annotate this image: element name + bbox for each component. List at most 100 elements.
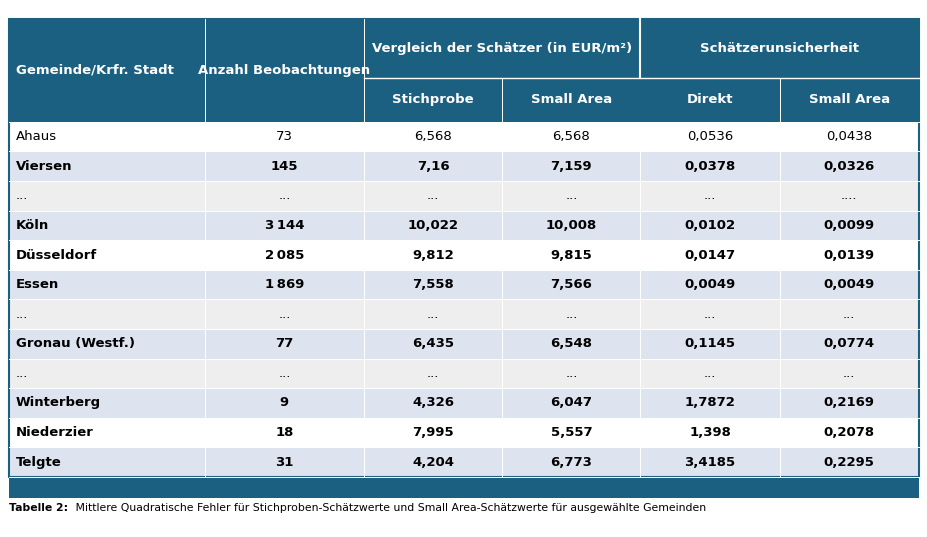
Text: ...: ... xyxy=(426,190,438,202)
Text: 6,047: 6,047 xyxy=(550,396,591,409)
Bar xyxy=(205,300,363,329)
Bar xyxy=(640,418,779,447)
Bar xyxy=(502,418,640,447)
Text: 0,2295: 0,2295 xyxy=(823,455,873,469)
Text: Small Area: Small Area xyxy=(530,93,611,106)
Text: 9: 9 xyxy=(280,396,288,409)
Bar xyxy=(502,122,640,151)
Text: 10,022: 10,022 xyxy=(407,219,458,232)
Bar xyxy=(779,300,918,329)
Text: 0,0139: 0,0139 xyxy=(822,249,874,262)
Bar xyxy=(9,181,205,211)
Bar xyxy=(205,181,363,211)
Bar xyxy=(363,418,502,447)
Bar xyxy=(9,329,205,359)
Text: Anzahl Beobachtungen: Anzahl Beobachtungen xyxy=(198,64,370,77)
Bar xyxy=(502,240,640,270)
Bar xyxy=(779,151,918,181)
Bar xyxy=(640,240,779,270)
Text: 6,548: 6,548 xyxy=(550,337,591,350)
Bar xyxy=(502,300,640,329)
Text: 0,0099: 0,0099 xyxy=(822,219,874,232)
Bar xyxy=(640,151,779,181)
Bar xyxy=(640,329,779,359)
Text: ...: ... xyxy=(278,367,290,380)
Bar xyxy=(779,388,918,418)
Bar xyxy=(363,300,502,329)
Text: 7,16: 7,16 xyxy=(416,160,449,173)
Bar xyxy=(9,19,205,122)
Text: 0,1145: 0,1145 xyxy=(684,337,735,350)
Bar xyxy=(363,122,502,151)
Bar xyxy=(363,181,502,211)
Bar xyxy=(502,447,640,477)
Bar xyxy=(205,211,363,240)
Bar xyxy=(502,151,640,181)
Bar xyxy=(205,418,363,447)
Text: 4,326: 4,326 xyxy=(412,396,453,409)
Bar xyxy=(363,359,502,388)
Text: 2 085: 2 085 xyxy=(264,249,304,262)
Bar xyxy=(9,19,918,477)
Bar xyxy=(205,151,363,181)
Text: Niederzier: Niederzier xyxy=(16,426,94,439)
Text: 1 869: 1 869 xyxy=(264,278,304,291)
Bar xyxy=(205,240,363,270)
Text: 7,566: 7,566 xyxy=(550,278,591,291)
Bar xyxy=(640,122,779,151)
Text: 6,435: 6,435 xyxy=(412,337,453,350)
Bar xyxy=(640,300,779,329)
Text: ...: ... xyxy=(842,308,855,321)
Text: 0,0438: 0,0438 xyxy=(825,130,871,143)
Bar xyxy=(363,78,502,122)
Text: Gronau (Westf.): Gronau (Westf.) xyxy=(16,337,134,350)
Text: 9,815: 9,815 xyxy=(550,249,591,262)
Bar xyxy=(9,418,205,447)
Text: Düsseldorf: Düsseldorf xyxy=(16,249,97,262)
Bar xyxy=(640,388,779,418)
Text: 5,557: 5,557 xyxy=(550,426,591,439)
Text: Mittlere Quadratische Fehler für Stichproben-Schätzwerte und Small Area-Schätzwe: Mittlere Quadratische Fehler für Stichpr… xyxy=(72,503,705,513)
Text: 9,812: 9,812 xyxy=(412,249,453,262)
Text: ...: ... xyxy=(16,308,28,321)
Text: 0,0378: 0,0378 xyxy=(683,160,735,173)
Bar xyxy=(205,447,363,477)
Bar xyxy=(363,240,502,270)
Bar xyxy=(9,211,205,240)
Text: 73: 73 xyxy=(275,130,293,143)
Bar xyxy=(779,359,918,388)
Text: ...: ... xyxy=(703,308,716,321)
Text: Vergleich der Schätzer (in EUR/m²): Vergleich der Schätzer (in EUR/m²) xyxy=(372,42,631,55)
Bar xyxy=(9,240,205,270)
Bar xyxy=(640,270,779,300)
Text: 10,008: 10,008 xyxy=(545,219,596,232)
Text: 0,0049: 0,0049 xyxy=(683,278,735,291)
Bar xyxy=(363,447,502,477)
Bar xyxy=(640,447,779,477)
Text: ...: ... xyxy=(565,308,577,321)
Text: ...: ... xyxy=(16,367,28,380)
Text: ...: ... xyxy=(426,308,438,321)
Text: 31: 31 xyxy=(275,455,293,469)
Text: ....: .... xyxy=(840,190,857,202)
Bar xyxy=(502,181,640,211)
Text: Gemeinde/Krfr. Stadt: Gemeinde/Krfr. Stadt xyxy=(16,64,173,77)
Bar xyxy=(363,388,502,418)
Bar xyxy=(205,122,363,151)
Text: Winterberg: Winterberg xyxy=(16,396,101,409)
Text: ...: ... xyxy=(278,190,290,202)
Text: ...: ... xyxy=(703,190,716,202)
Bar xyxy=(779,270,918,300)
Text: Viersen: Viersen xyxy=(16,160,72,173)
Bar xyxy=(363,19,640,78)
Bar xyxy=(9,388,205,418)
Text: 3,4185: 3,4185 xyxy=(684,455,735,469)
Bar xyxy=(205,388,363,418)
Bar xyxy=(205,359,363,388)
Text: 77: 77 xyxy=(275,337,293,350)
Bar xyxy=(640,181,779,211)
Bar xyxy=(502,270,640,300)
Bar xyxy=(205,270,363,300)
Text: 0,0326: 0,0326 xyxy=(822,160,874,173)
Text: 6,568: 6,568 xyxy=(552,130,590,143)
